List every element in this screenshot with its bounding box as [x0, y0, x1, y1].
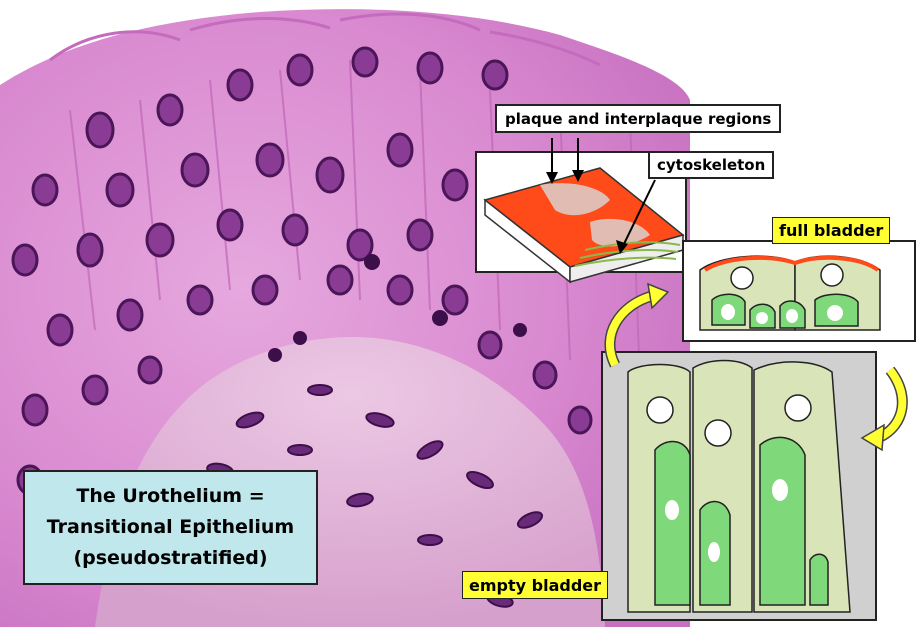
empty-bladder-label: empty bladder	[462, 571, 609, 599]
title-line-1: The Urothelium =	[76, 485, 265, 507]
transition-arrows	[604, 282, 908, 452]
empty-bladder-diagram	[601, 351, 877, 621]
cytoskeleton-label: cytoskeleton	[648, 151, 775, 179]
full-bladder-label: full bladder	[772, 217, 891, 244]
title-line-2: Transitional Epithelium	[46, 516, 295, 538]
title-line-3: (pseudostratified)	[73, 547, 268, 569]
plaque-label: plaque and interplaque regions	[495, 104, 782, 133]
title-box: The Urothelium = Transitional Epithelium…	[23, 470, 318, 585]
full-bladder-diagram	[682, 240, 916, 342]
